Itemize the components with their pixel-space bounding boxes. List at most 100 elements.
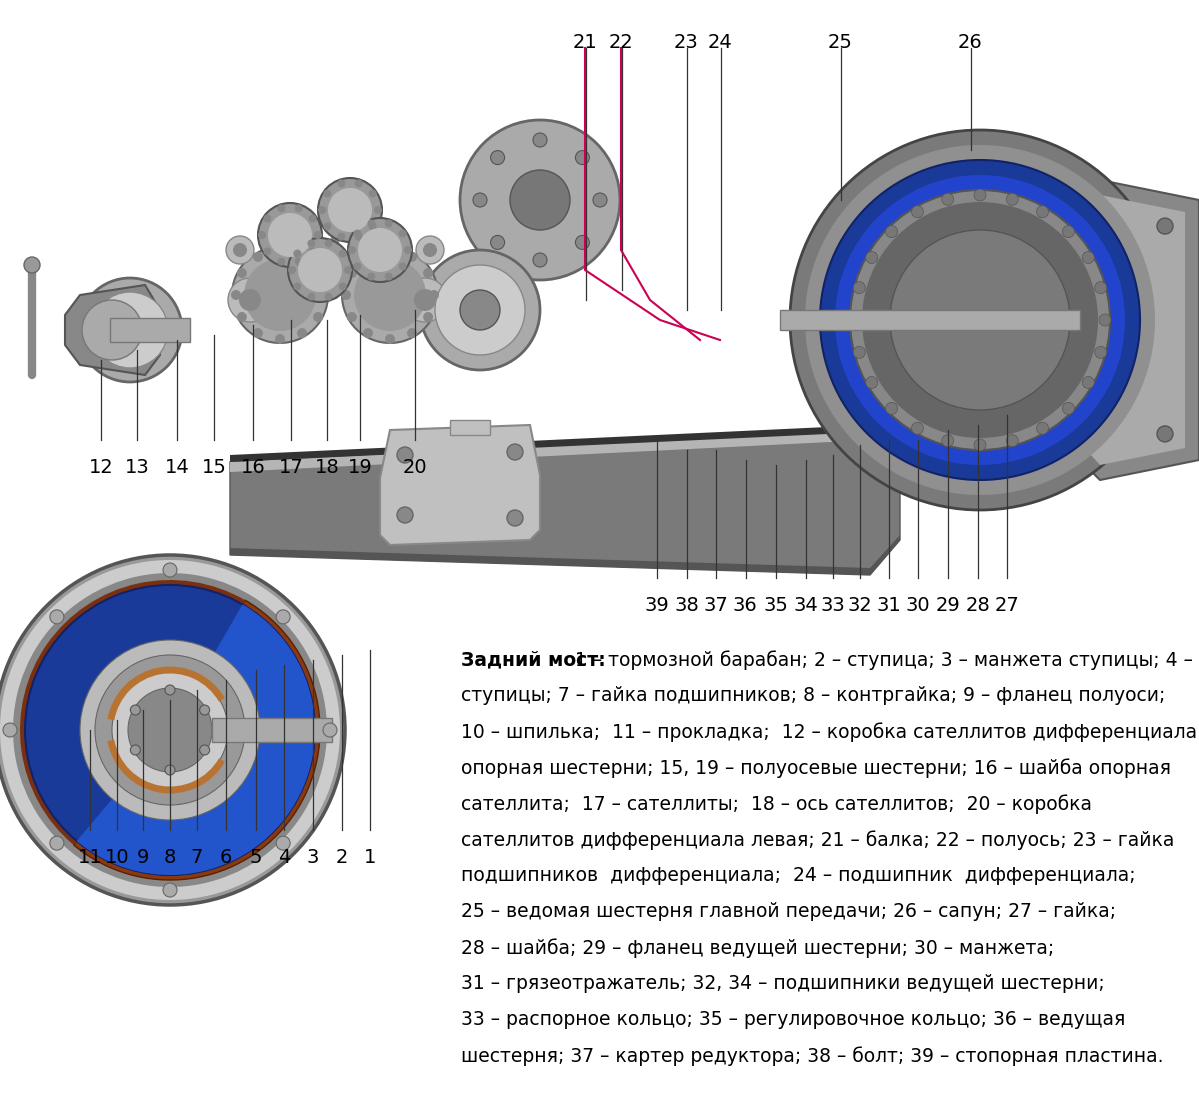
Circle shape (200, 705, 210, 715)
Circle shape (80, 639, 260, 820)
Circle shape (269, 214, 312, 257)
Circle shape (325, 292, 332, 301)
Text: 16: 16 (241, 458, 265, 477)
Text: сателлита;  17 – сателлиты;  18 – ось сателлитов;  20 – коробка: сателлита; 17 – сателлиты; 18 – ось сате… (460, 794, 1092, 814)
Circle shape (297, 252, 307, 262)
Circle shape (1062, 402, 1074, 414)
Circle shape (404, 246, 412, 254)
Circle shape (398, 263, 406, 270)
Circle shape (25, 585, 315, 875)
Circle shape (374, 206, 382, 214)
Circle shape (397, 447, 412, 463)
Circle shape (131, 705, 140, 715)
Circle shape (165, 765, 175, 775)
Circle shape (507, 443, 523, 460)
Circle shape (866, 377, 878, 389)
Circle shape (307, 292, 315, 301)
Circle shape (325, 240, 332, 247)
Circle shape (576, 151, 590, 164)
Circle shape (367, 273, 375, 280)
Circle shape (264, 247, 271, 255)
Circle shape (354, 230, 361, 238)
Text: 28: 28 (965, 596, 990, 615)
Circle shape (363, 328, 373, 338)
Circle shape (460, 120, 620, 280)
Circle shape (319, 290, 329, 300)
Circle shape (355, 232, 362, 241)
Circle shape (338, 283, 347, 290)
Circle shape (344, 266, 353, 274)
Circle shape (4, 723, 17, 737)
Circle shape (1083, 377, 1095, 389)
Circle shape (0, 555, 345, 904)
Circle shape (1067, 218, 1083, 234)
Circle shape (414, 289, 436, 311)
Text: 30: 30 (905, 596, 930, 615)
Circle shape (423, 243, 436, 257)
Circle shape (131, 745, 140, 754)
Text: 18: 18 (314, 458, 339, 477)
Text: 19: 19 (348, 458, 373, 477)
Text: 36: 36 (733, 596, 758, 615)
Circle shape (354, 263, 361, 270)
Circle shape (435, 265, 525, 355)
Circle shape (850, 191, 1110, 450)
Circle shape (385, 219, 392, 228)
Circle shape (237, 312, 247, 322)
Circle shape (253, 328, 263, 338)
Text: 32: 32 (848, 596, 873, 615)
Text: 3: 3 (307, 848, 319, 867)
Circle shape (50, 610, 64, 624)
Circle shape (82, 300, 141, 360)
Polygon shape (230, 430, 900, 575)
Circle shape (368, 222, 376, 230)
Circle shape (862, 201, 1098, 438)
Text: 8: 8 (164, 848, 176, 867)
Circle shape (974, 439, 986, 451)
Circle shape (342, 247, 438, 343)
Circle shape (1036, 423, 1048, 435)
Circle shape (890, 230, 1070, 410)
Circle shape (406, 252, 417, 262)
Circle shape (348, 246, 356, 254)
Text: 4: 4 (278, 848, 290, 867)
Circle shape (308, 247, 317, 255)
Text: 6: 6 (219, 848, 233, 867)
Text: 21: 21 (573, 33, 597, 51)
Bar (450, 420, 490, 435)
Circle shape (911, 423, 923, 435)
Text: 7: 7 (191, 848, 203, 867)
Circle shape (354, 260, 426, 331)
Circle shape (866, 252, 878, 264)
Circle shape (974, 189, 986, 201)
Bar (0, 0, 1199, 595)
Circle shape (790, 130, 1170, 510)
Circle shape (423, 268, 433, 278)
Circle shape (163, 883, 177, 897)
Circle shape (1067, 426, 1083, 442)
Text: 20: 20 (403, 458, 427, 477)
Wedge shape (73, 600, 320, 880)
Circle shape (835, 175, 1125, 465)
Circle shape (233, 243, 247, 257)
Text: 22: 22 (609, 33, 633, 51)
Circle shape (507, 510, 523, 526)
Circle shape (92, 292, 168, 368)
Text: 34: 34 (794, 596, 819, 615)
Circle shape (385, 334, 394, 344)
Circle shape (318, 178, 382, 242)
Circle shape (237, 268, 247, 278)
Circle shape (337, 180, 345, 187)
Circle shape (886, 226, 898, 238)
Circle shape (13, 573, 327, 887)
Text: 1: 1 (363, 848, 376, 867)
Circle shape (348, 218, 412, 283)
Circle shape (294, 283, 301, 290)
Circle shape (299, 247, 342, 292)
Circle shape (277, 257, 285, 266)
Circle shape (128, 688, 212, 772)
Circle shape (1036, 206, 1048, 218)
Circle shape (347, 312, 357, 322)
Circle shape (347, 268, 357, 278)
Circle shape (95, 655, 245, 805)
